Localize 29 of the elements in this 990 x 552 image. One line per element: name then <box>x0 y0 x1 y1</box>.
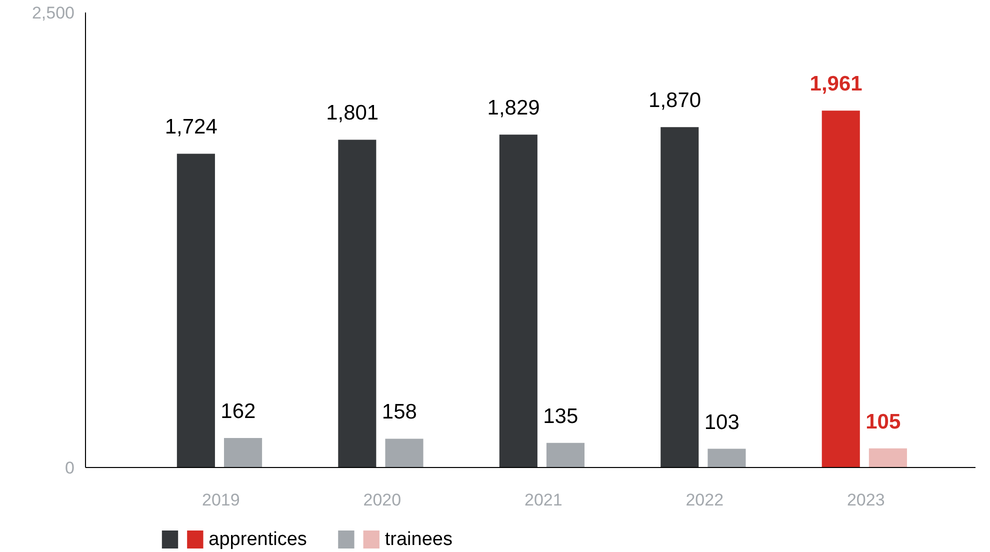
bar <box>499 134 538 468</box>
data-label: 105 <box>866 410 901 434</box>
bar <box>224 438 262 468</box>
bar <box>822 110 860 468</box>
data-label: 1,801 <box>326 102 379 125</box>
data-label: 158 <box>382 400 417 424</box>
y-tick-label: 2,500 <box>32 4 75 22</box>
x-tick-label: 2022 <box>686 490 724 510</box>
data-label: 1,829 <box>487 96 540 120</box>
bar <box>338 140 376 468</box>
x-tick-label: 2021 <box>524 490 562 510</box>
data-label: 135 <box>543 404 578 428</box>
bar <box>385 438 424 468</box>
bar <box>868 448 907 468</box>
bar <box>660 127 699 468</box>
data-label: 1,870 <box>648 89 702 112</box>
legend-label: trainees <box>384 529 452 550</box>
bar <box>546 442 585 468</box>
legend-label: apprentices <box>208 529 307 550</box>
bar <box>708 448 746 468</box>
y-tick-label: 0 <box>65 458 75 478</box>
data-label: 1,961 <box>810 72 863 96</box>
data-label: 1,724 <box>164 116 218 139</box>
x-tick-label: 2019 <box>202 490 240 510</box>
x-tick-label: 2023 <box>846 490 885 510</box>
bar <box>176 154 215 468</box>
data-label: 103 <box>704 410 740 434</box>
data-label: 162 <box>220 400 256 424</box>
x-tick-label: 2020 <box>363 490 402 510</box>
